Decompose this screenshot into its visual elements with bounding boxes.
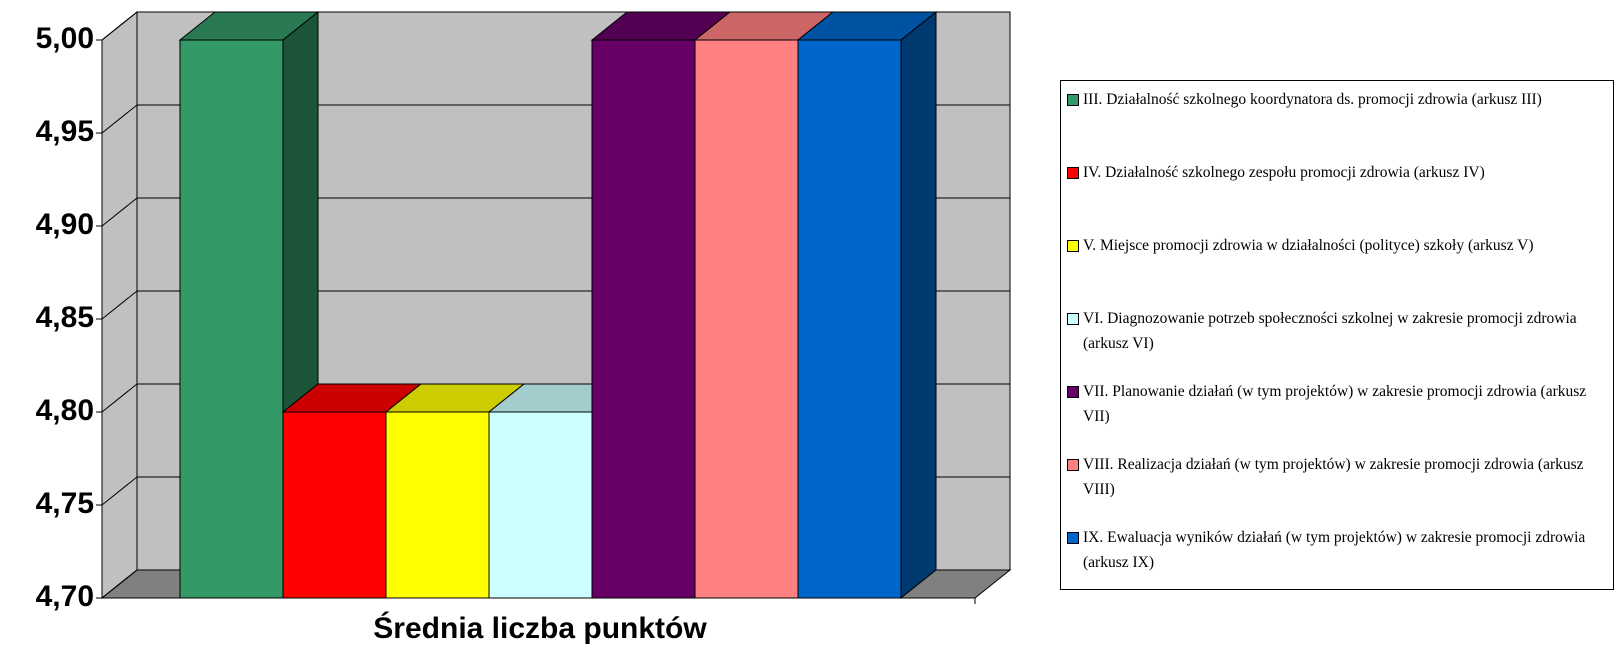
y-tick-label: 4,85 bbox=[36, 301, 94, 334]
y-tick-label: 4,80 bbox=[36, 394, 94, 427]
bar-side bbox=[900, 10, 937, 600]
bar-front bbox=[179, 39, 284, 599]
grid-line bbox=[101, 569, 138, 599]
y-tick-label: 4,90 bbox=[36, 208, 94, 241]
y-tick-label: 4,70 bbox=[36, 580, 94, 613]
grid-line bbox=[101, 11, 138, 41]
y-tick-label: 5,00 bbox=[36, 22, 94, 55]
y-tick-label: 4,95 bbox=[36, 115, 94, 148]
bar-front bbox=[385, 411, 490, 599]
bar-front bbox=[694, 39, 799, 599]
legend-entry: V. Miejsce promocji zdrowia w działalnoś… bbox=[1067, 233, 1607, 306]
legend-entry: VIII. Realizacja działań (w tym projektó… bbox=[1067, 452, 1607, 525]
y-tick-label: 4,75 bbox=[36, 487, 94, 520]
chart: Średnia liczba punktów 4,70 4,75 4,80 4,85 4… bbox=[36, 10, 1012, 645]
legend-swatch bbox=[1067, 94, 1079, 106]
x-category-label: Średnia liczba punktów bbox=[373, 611, 707, 645]
legend-entry: IX. Ewaluacja wyników działań (w tym pro… bbox=[1067, 525, 1607, 598]
legend-label: VI. Diagnozowanie potrzeb społeczności s… bbox=[1083, 310, 1577, 352]
legend-label: IV. Działalność szkolnego zespołu promoc… bbox=[1083, 164, 1485, 181]
bar-front bbox=[282, 411, 387, 599]
grid-line bbox=[101, 476, 138, 506]
legend-label: III. Działalność szkolnego koordynatora … bbox=[1083, 91, 1542, 108]
bar-front bbox=[488, 411, 593, 599]
legend-entry: VII. Planowanie działań (w tym projektów… bbox=[1067, 379, 1607, 452]
legend-swatch bbox=[1067, 240, 1079, 252]
bar-front bbox=[797, 39, 902, 599]
grid-line bbox=[101, 104, 138, 134]
legend-swatch bbox=[1067, 386, 1079, 398]
grid-line bbox=[101, 290, 138, 320]
legend-label: VII. Planowanie działań (w tym projektów… bbox=[1083, 383, 1587, 425]
grid-line bbox=[101, 383, 138, 413]
legend-entry: IV. Działalność szkolnego zespołu promoc… bbox=[1067, 160, 1607, 233]
legend-label: VIII. Realizacja działań (w tym projektó… bbox=[1083, 456, 1584, 498]
grid-line bbox=[101, 197, 138, 227]
bar-side bbox=[282, 10, 319, 414]
legend-label: V. Miejsce promocji zdrowia w działalnoś… bbox=[1083, 237, 1534, 254]
legend-label: IX. Ewaluacja wyników działań (w tym pro… bbox=[1083, 529, 1586, 571]
legend-entry: VI. Diagnozowanie potrzeb społeczności s… bbox=[1067, 306, 1607, 379]
legend-swatch bbox=[1067, 532, 1079, 544]
legend-swatch bbox=[1067, 459, 1079, 471]
legend: III. Działalność szkolnego koordynatora … bbox=[1060, 80, 1614, 590]
legend-swatch bbox=[1067, 167, 1079, 179]
legend-swatch bbox=[1067, 313, 1079, 325]
legend-entry: III. Działalność szkolnego koordynatora … bbox=[1067, 87, 1607, 160]
bar-front bbox=[591, 39, 696, 599]
